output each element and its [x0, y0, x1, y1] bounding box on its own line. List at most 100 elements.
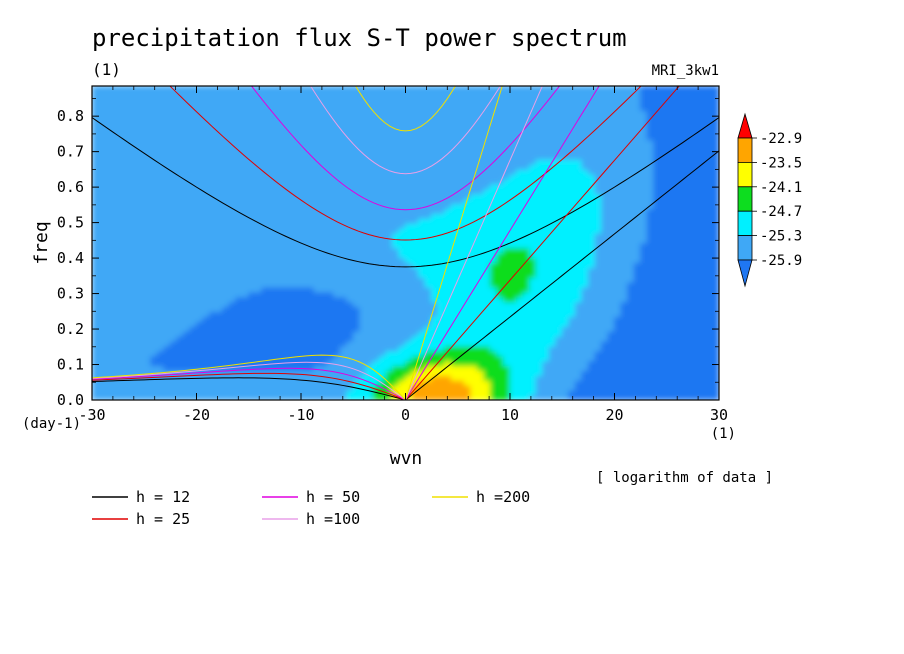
- power-cell: [450, 262, 459, 268]
- power-cell: [503, 144, 511, 151]
- power-cell: [326, 144, 335, 151]
- power-cell: [150, 203, 158, 210]
- power-cell: [627, 237, 635, 244]
- power-cell: [470, 330, 478, 337]
- power-cell: [705, 389, 713, 396]
- power-cell: [666, 306, 674, 313]
- power-cell: [241, 306, 250, 313]
- power-cell: [463, 237, 472, 244]
- power-cell: [659, 242, 668, 249]
- power-cell: [685, 159, 694, 165]
- power-cell: [378, 178, 387, 185]
- power-cell: [568, 316, 576, 322]
- power-cell: [111, 330, 119, 337]
- power-cell: [241, 208, 250, 214]
- power-cell: [692, 173, 700, 180]
- power-cell: [620, 276, 628, 283]
- power-cell: [424, 213, 433, 219]
- power-cell: [607, 301, 615, 308]
- power-cell: [143, 345, 152, 352]
- power-cell: [522, 316, 530, 322]
- power-cell: [392, 173, 400, 180]
- power-cell: [143, 222, 152, 229]
- power-cell: [463, 262, 472, 268]
- power-cell: [535, 335, 544, 342]
- power-cell: [646, 272, 655, 278]
- power-cell: [685, 350, 694, 357]
- power-cell: [418, 389, 426, 396]
- power-cell: [111, 370, 119, 376]
- power-cell: [346, 306, 354, 313]
- power-cell: [346, 193, 354, 200]
- power-cell: [176, 311, 184, 317]
- power-cell: [215, 213, 224, 219]
- power-cell: [196, 340, 204, 347]
- power-cell: [431, 237, 439, 244]
- power-cell: [476, 276, 485, 283]
- power-cell: [483, 178, 491, 185]
- power-cell: [411, 321, 419, 327]
- power-cell: [542, 286, 550, 293]
- power-cell: [646, 291, 655, 298]
- power-cell: [326, 203, 335, 210]
- power-cell: [307, 355, 315, 362]
- power-cell: [352, 203, 361, 210]
- power-cell: [653, 379, 661, 386]
- power-cell: [463, 164, 472, 170]
- power-cell: [92, 370, 99, 376]
- power-cell: [444, 183, 452, 190]
- power-cell: [326, 272, 335, 278]
- power-cell: [457, 291, 465, 298]
- power-cell: [202, 218, 210, 224]
- power-cell: [607, 291, 615, 298]
- power-cell: [398, 370, 406, 376]
- power-cell: [398, 301, 406, 308]
- power-cell: [516, 394, 524, 400]
- power-cell: [620, 262, 628, 268]
- power-cell: [535, 296, 544, 303]
- power-cell: [496, 340, 504, 347]
- power-cell: [581, 188, 589, 195]
- power-cell: [587, 291, 596, 298]
- power-cell: [372, 159, 380, 165]
- power-cell: [261, 286, 269, 293]
- power-cell: [228, 149, 237, 156]
- power-cell: [202, 227, 210, 234]
- power-cell: [150, 330, 158, 337]
- power-cell: [313, 149, 321, 156]
- power-cell: [235, 321, 243, 327]
- power-cell: [705, 237, 713, 244]
- power-cell: [614, 316, 622, 322]
- power-cell: [679, 316, 687, 322]
- power-cell: [398, 276, 406, 283]
- power-cell: [398, 375, 406, 381]
- power-cell: [522, 330, 530, 337]
- power-cell: [699, 183, 707, 190]
- power-cell: [627, 375, 635, 381]
- power-cell: [346, 203, 354, 210]
- power-cell: [522, 159, 530, 165]
- power-cell: [359, 296, 367, 303]
- power-cell: [130, 296, 139, 303]
- power-cell: [385, 237, 393, 244]
- power-cell: [209, 183, 217, 190]
- power-cell: [130, 198, 139, 205]
- power-cell: [104, 183, 112, 190]
- power-cell: [307, 370, 315, 376]
- power-cell: [235, 340, 243, 347]
- power-cell: [241, 340, 250, 347]
- power-cell: [137, 237, 145, 244]
- power-cell: [509, 301, 517, 308]
- power-cell: [333, 183, 341, 190]
- power-cell: [241, 272, 250, 278]
- power-cell: [378, 252, 387, 259]
- power-cell: [169, 178, 178, 185]
- power-cell: [646, 345, 655, 352]
- power-cell: [372, 345, 380, 352]
- power-cell: [503, 286, 511, 293]
- power-cell: [320, 154, 328, 160]
- power-cell: [124, 375, 132, 381]
- power-cell: [294, 296, 302, 303]
- power-cell: [372, 350, 380, 357]
- power-cell: [581, 296, 589, 303]
